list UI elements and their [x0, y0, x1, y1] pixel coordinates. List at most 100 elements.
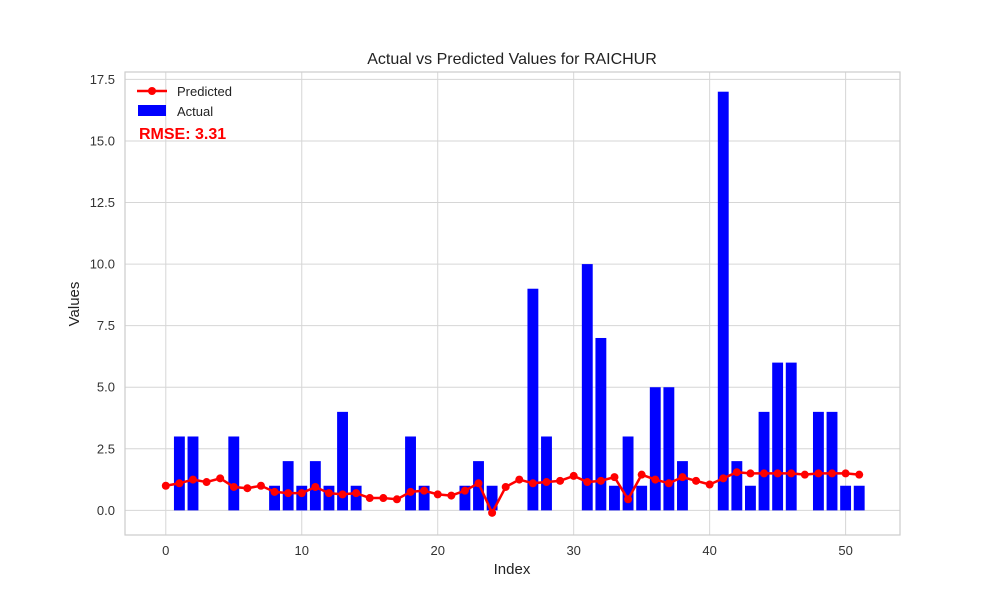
actual-bar: [772, 362, 784, 511]
actual-bar: [405, 436, 416, 511]
actual-bar: [173, 436, 185, 511]
actual-bar: [840, 485, 852, 511]
actual-bar: [677, 461, 688, 511]
predicted-point: [243, 484, 252, 493]
y-tick-label: 17.5: [90, 72, 115, 87]
plot-area: [125, 72, 900, 535]
predicted-point: [229, 482, 238, 491]
predicted-point: [800, 470, 809, 479]
predicted-point: [202, 478, 211, 487]
predicted-point: [284, 489, 293, 498]
actual-bar: [745, 485, 756, 511]
y-tick-label: 12.5: [90, 195, 115, 210]
predicted-point: [664, 479, 673, 488]
legend-actual-swatch: [138, 105, 166, 116]
actual-bar: [663, 387, 675, 511]
legend: Predicted Actual: [137, 84, 232, 119]
actual-bar: [527, 288, 539, 511]
y-tick-labels: 0.0 2.5 5.0 7.5 10.0 12.5 15.0 17.5: [90, 72, 115, 518]
actual-bar: [323, 485, 335, 511]
predicted-point: [583, 478, 592, 487]
x-tick-label: 10: [295, 543, 309, 558]
predicted-point: [773, 469, 782, 478]
predicted-point: [379, 494, 388, 503]
predicted-point: [556, 476, 565, 485]
predicted-point: [270, 487, 279, 496]
predicted-point: [188, 475, 197, 484]
predicted-point: [406, 487, 415, 496]
actual-bar: [731, 461, 743, 511]
predicted-point: [855, 470, 864, 479]
y-tick-label: 5.0: [97, 380, 115, 395]
y-tick-label: 0.0: [97, 503, 115, 518]
actual-bar: [541, 436, 552, 511]
x-tick-label: 30: [566, 543, 580, 558]
predicted-point: [692, 476, 701, 485]
predicted-point: [460, 486, 469, 495]
y-tick-label: 2.5: [97, 441, 115, 456]
predicted-point: [624, 495, 633, 504]
chart-title: Actual vs Predicted Values for RAICHUR: [367, 51, 657, 68]
predicted-point: [175, 479, 184, 488]
predicted-point: [678, 473, 687, 482]
actual-bar: [581, 264, 593, 511]
predicted-point: [841, 469, 850, 478]
actual-bar: [636, 485, 648, 511]
actual-bar: [486, 485, 498, 511]
predicted-point: [311, 482, 320, 491]
legend-predicted-label: Predicted: [177, 84, 232, 99]
predicted-point: [760, 469, 769, 478]
actual-bar: [812, 411, 824, 511]
plot-frame: [124, 71, 901, 536]
predicted-point: [651, 475, 660, 484]
actual-bar: [826, 411, 838, 511]
predicted-point: [596, 476, 605, 485]
predicted-point: [256, 481, 265, 490]
legend-actual-label: Actual: [177, 104, 213, 119]
predicted-line: [161, 468, 864, 517]
predicted-point: [420, 486, 429, 495]
predicted-point: [161, 481, 170, 490]
predicted-point: [637, 470, 646, 479]
actual-bar: [337, 411, 348, 511]
actual-bar: [282, 461, 294, 511]
grid: [125, 72, 900, 535]
y-tick-label: 10.0: [90, 257, 115, 272]
actual-bar: [717, 91, 729, 511]
predicted-point: [501, 482, 510, 491]
x-tick-label: 0: [162, 543, 169, 558]
predicted-point: [338, 490, 347, 499]
predicted-point: [610, 473, 619, 482]
predicted-point: [216, 474, 225, 483]
predicted-point: [705, 480, 714, 489]
predicted-point: [447, 491, 456, 500]
predicted-point: [392, 495, 401, 504]
predicted-point: [528, 479, 537, 488]
actual-bar: [595, 337, 607, 511]
predicted-point: [732, 468, 741, 477]
y-tick-label: 15.0: [90, 133, 115, 148]
actual-bar: [622, 436, 634, 511]
y-tick-label: 7.5: [97, 318, 115, 333]
rmse-annotation: RMSE: 3.31: [139, 126, 226, 143]
predicted-point: [324, 489, 333, 498]
predicted-point: [365, 494, 374, 503]
legend-predicted-marker: [148, 87, 156, 95]
x-axis-label: Index: [494, 561, 531, 578]
predicted-point: [746, 469, 755, 478]
predicted-point: [814, 469, 823, 478]
x-tick-label: 20: [430, 543, 444, 558]
predicted-point: [297, 489, 306, 498]
actual-bar: [269, 485, 280, 511]
y-axis-label: Values: [66, 282, 83, 327]
predicted-line-path: [165, 470, 860, 515]
x-tick-label: 50: [838, 543, 852, 558]
actual-bar: [296, 485, 308, 511]
actual-bar: [785, 362, 797, 511]
actual-bar: [649, 387, 661, 511]
actual-bar: [187, 436, 199, 511]
actual-bar: [350, 485, 362, 511]
actual-bar: [459, 485, 471, 511]
predicted-point: [474, 479, 483, 488]
